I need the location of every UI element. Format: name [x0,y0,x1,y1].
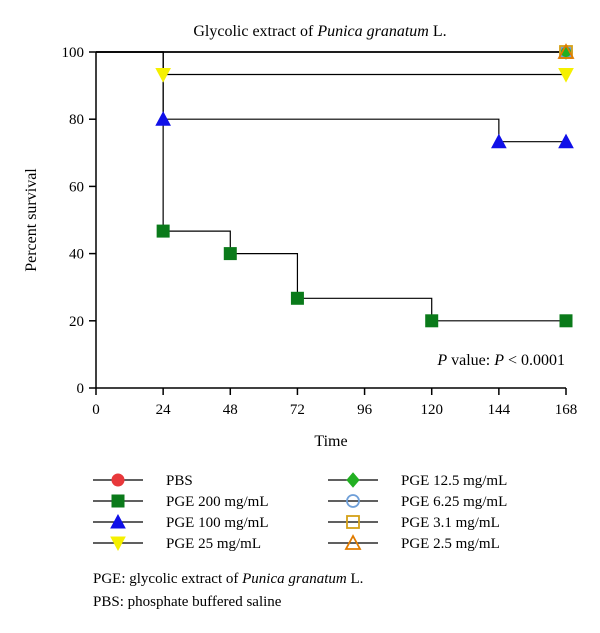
legend-item: PGE 200 mg/mL [93,494,269,510]
data-point [559,44,573,60]
y-tick-label: 0 [77,381,85,397]
series-markers-1 [156,224,573,328]
series-markers-2 [155,111,574,149]
data-point [155,111,171,126]
x-tick-label: 0 [92,402,100,418]
data-point [559,314,573,328]
series-layer [96,43,575,328]
legend-item: PGE 12.5 mg/mL [328,472,507,489]
legend-marker [110,536,126,552]
legend-label: PBS [166,473,193,489]
data-point [491,133,507,149]
chart-title-prefix: Glycolic extract of [193,23,317,40]
series-1 [96,51,566,322]
x-axis-label: Time [314,433,347,450]
x-tick-label: 48 [223,402,238,418]
footnote-pge: PGE: glycolic extract of Punica granatum… [93,571,363,587]
y-tick-label: 60 [69,179,84,195]
x-tick-label: 120 [420,402,443,418]
legend-label: PGE 200 mg/mL [166,494,269,510]
series-2 [96,51,566,143]
data-point [425,314,439,328]
series-markers-4 [559,44,573,60]
p-label-middle: value: [447,352,494,369]
p-value-annotation: P value: P < 0.0001 [436,352,565,369]
axes: 0 24 48 72 96 120 144 168 0 20 40 60 80 100 [62,45,578,418]
chart-title-italic: Punica granatum [316,23,429,40]
x-tick-label: 168 [555,402,578,418]
p-label-tail: < 0.0001 [504,352,565,369]
legend-item: PGE 2.5 mg/mL [328,534,500,552]
legend-item: PGE 100 mg/mL [93,513,269,531]
footnote-pge-italic: Punica granatum [241,571,347,587]
footnote-pge-prefix: PGE: glycolic extract of [93,571,242,587]
legend-item: PGE 6.25 mg/mL [328,494,507,510]
x-tick-label: 24 [156,402,172,418]
y-axis-label: Percent survival [23,168,40,272]
chart-title-suffix: L. [429,23,447,40]
data-point [290,291,304,305]
legend-marker [111,473,125,487]
legend-marker [111,494,125,508]
legend-marker [346,472,360,488]
y-tick-label: 40 [69,247,84,263]
data-point [558,133,574,149]
legend-marker [346,515,360,529]
y-tick-label: 20 [69,314,84,330]
legend-item: PGE 3.1 mg/mL [328,515,500,531]
y-tick-label: 80 [69,112,84,128]
data-point [156,224,170,238]
x-tick-label: 72 [290,402,305,418]
x-tick-label: 96 [357,402,373,418]
data-point [223,247,237,261]
legend-item: PGE 25 mg/mL [93,536,261,552]
chart-title: Glycolic extract of Punica granatum L. [193,23,446,40]
footnote-pbs: PBS: phosphate buffered saline [93,594,282,610]
legend-label: PGE 6.25 mg/mL [401,494,507,510]
legend-marker [110,513,126,529]
legend-label: PGE 25 mg/mL [166,536,261,552]
survival-step-line [96,51,566,143]
legend-marker [346,494,360,508]
footnote-pge-suffix: L. [347,571,364,587]
legend-label: PGE 100 mg/mL [166,515,269,531]
series-markers-3 [155,68,574,83]
data-point [558,68,574,83]
x-tick-label: 144 [488,402,511,418]
legend: PBS PGE 200 mg/mL PGE 100 mg/mL PGE 25 mg/m… [93,472,507,552]
legend-label: PGE 12.5 mg/mL [401,473,507,489]
survival-step-line [96,51,566,322]
legend-marker [344,534,362,550]
data-point [557,43,575,59]
p-label-1: P [436,352,447,369]
legend-label: PGE 2.5 mg/mL [401,536,500,552]
p-label-2: P [493,352,504,369]
data-point [155,68,171,83]
y-tick-label: 100 [62,45,85,61]
legend-item: PBS [93,473,193,489]
series-markers-7 [557,43,575,59]
legend-label: PGE 3.1 mg/mL [401,515,500,531]
